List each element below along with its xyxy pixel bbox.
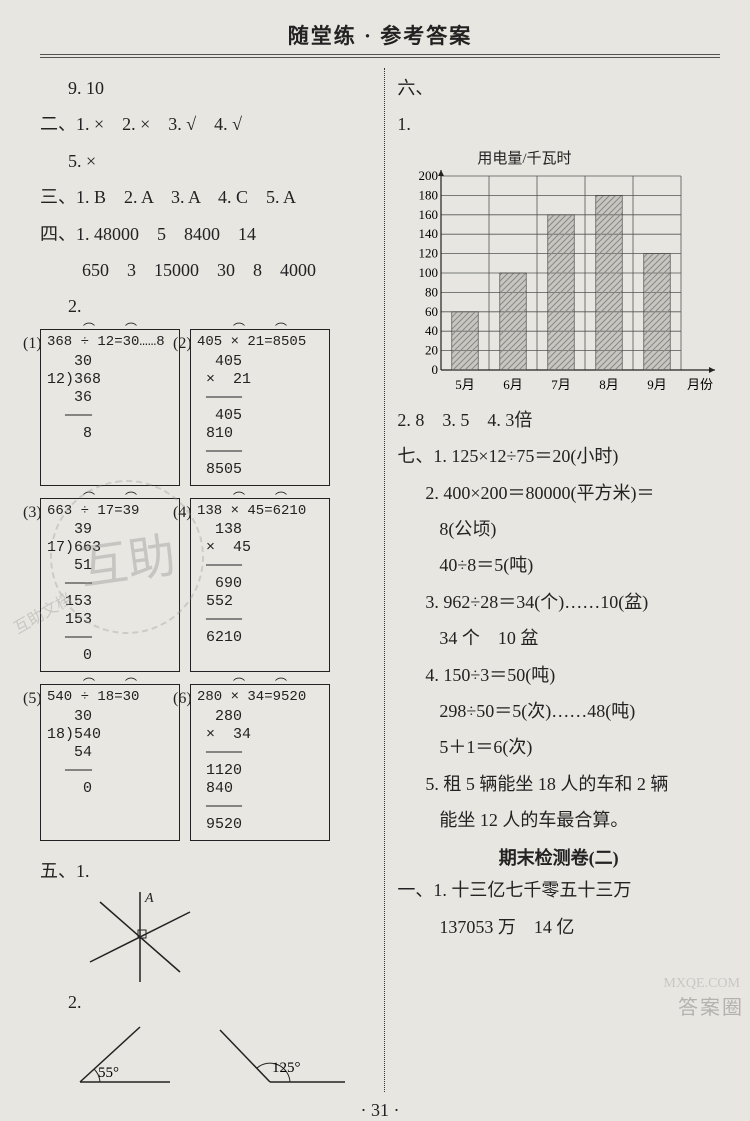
calc-grid: ⌒⌒ (1) 368 ÷ 12=30……8 30 12)368 36 ——— 8…: [40, 329, 372, 841]
angle-125-label: 125°: [272, 1060, 301, 1076]
angle-55-icon: 55°: [70, 1022, 180, 1092]
svg-text:月份: 月份: [687, 377, 713, 392]
section-3: 三、1. B 2. A 3. A 4. C 5. A: [40, 181, 372, 213]
calc-body-3: 39 17)663 51 ——— 153 153 ——— 0: [47, 521, 173, 665]
section-5: 五、1.: [40, 855, 372, 887]
page-number: · 31 ·: [40, 1100, 720, 1121]
svg-text:6月: 6月: [504, 377, 524, 392]
section-7-3b: 34 个 10 盆: [397, 622, 720, 654]
header-rule: [40, 54, 720, 58]
calc-box-1: ⌒⌒ (1) 368 ÷ 12=30……8 30 12)368 36 ——— 8: [40, 329, 180, 486]
svg-text:120: 120: [419, 245, 439, 260]
section-7-4a: 4. 150÷3＝50(吨): [397, 659, 720, 691]
svg-text:20: 20: [425, 342, 438, 357]
calc-body-2: 405 × 21 ———— 405 810 ———— 8505: [197, 353, 323, 479]
calc-box-3: ⌒⌒ (3) 663 ÷ 17=39 39 17)663 51 ——— 153 …: [40, 498, 180, 673]
exam2-title: 期末检测卷(二): [397, 844, 720, 870]
calc-body-5: 30 18)540 54 ——— 0: [47, 708, 173, 798]
section-2: 二、1. × 2. × 3. √ 4. √: [40, 108, 372, 140]
calc-body-1: 30 12)368 36 ——— 8: [47, 353, 173, 443]
section-6: 六、: [397, 72, 720, 104]
calc-index-4: (4): [173, 503, 192, 522]
svg-text:7月: 7月: [552, 377, 572, 392]
answers-2-3-4: 2. 8 3. 5 4. 3倍: [397, 404, 720, 436]
exam2-line1: 一、1. 十三亿七千零五十三万: [397, 874, 720, 906]
point-a-label: A: [144, 892, 154, 906]
left-column: 9. 10 二、1. × 2. × 3. √ 4. √ 5. × 三、1. B …: [40, 68, 384, 1092]
calc-box-4: ⌒⌒ (4) 138 × 45=6210 138 × 45 ———— 690 5…: [190, 498, 330, 673]
calc-box-6: ⌒⌒ (6) 280 × 34=9520 280 × 34 ———— 1120 …: [190, 684, 330, 841]
section-4c: 2.: [40, 290, 372, 322]
section-4a: 四、1. 48000 5 8400 14: [40, 218, 372, 250]
svg-text:160: 160: [419, 207, 439, 222]
binder-rings-icon: ⌒⌒: [41, 323, 179, 337]
section-7-1: 七、1. 125×12÷75＝20(小时): [397, 440, 720, 472]
binder-rings-icon: ⌒⌒: [191, 492, 329, 506]
right-column: 六、 1. 用电量/千瓦时 20 40 60 80 100 120 140 160 180 200…: [385, 68, 720, 1092]
calc-index-2: (2): [173, 334, 192, 353]
calc-index-3: (3): [23, 503, 42, 522]
calc-index-5: (5): [23, 689, 42, 708]
calc-body-6: 280 × 34 ———— 1120 840 ———— 9520: [197, 708, 323, 834]
svg-text:8月: 8月: [600, 377, 620, 392]
svg-text:40: 40: [425, 323, 438, 338]
section-2b: 5. ×: [40, 145, 372, 177]
section-7-4c: 5＋1＝6(次): [397, 731, 720, 763]
exam2-line2: 137053 万 14 亿: [397, 911, 720, 943]
section-7-2c: 40÷8＝5(吨): [397, 549, 720, 581]
calc-body-4: 138 × 45 ———— 690 552 ———— 6210: [197, 521, 323, 647]
svg-text:140: 140: [419, 226, 439, 241]
calc-box-5: ⌒⌒ (5) 540 ÷ 18=30 30 18)540 54 ——— 0: [40, 684, 180, 841]
section-7-5b: 能坐 12 人的车最合算。: [397, 804, 720, 836]
geometry-figure-1: A: [80, 892, 200, 982]
section-4b: 650 3 15000 30 8 4000: [40, 254, 372, 286]
page-header: 随堂练 · 参考答案: [40, 20, 720, 50]
section-7-2a: 2. 400×200＝80000(平方米)＝: [397, 477, 720, 509]
svg-text:60: 60: [425, 304, 438, 319]
calc-box-2: ⌒⌒ (2) 405 × 21=8505 405 × 21 ———— 405 8…: [190, 329, 330, 486]
section-6-1: 1.: [397, 108, 720, 140]
binder-rings-icon: ⌒⌒: [41, 678, 179, 692]
angle-figures: 55° 125°: [70, 1022, 372, 1092]
binder-rings-icon: ⌒⌒: [41, 492, 179, 506]
svg-text:100: 100: [419, 265, 439, 280]
section-7-5a: 5. 租 5 辆能坐 18 人的车和 2 辆: [397, 768, 720, 800]
bar-chart-svg: 20 40 60 80 100 120 140 160 180 200 5月 6月 7月 8月 9月 月份 0: [407, 170, 717, 395]
perpendicular-lines-icon: A: [80, 892, 200, 982]
binder-rings-icon: ⌒⌒: [191, 678, 329, 692]
section-5-2: 2.: [40, 986, 372, 1018]
svg-text:180: 180: [419, 187, 439, 202]
svg-text:80: 80: [425, 284, 438, 299]
calc-index-6: (6): [173, 689, 192, 708]
svg-text:200: 200: [419, 170, 439, 183]
calc-index-1: (1): [23, 334, 42, 353]
section-7-4b: 298÷50＝5(次)……48(吨): [397, 695, 720, 727]
section-7-2b: 8(公顷): [397, 513, 720, 545]
angle-125-icon: 125°: [210, 1022, 350, 1092]
svg-text:9月: 9月: [648, 377, 668, 392]
binder-rings-icon: ⌒⌒: [191, 323, 329, 337]
item-9: 9. 10: [40, 72, 372, 104]
angle-55-label: 55°: [98, 1065, 119, 1081]
electricity-bar-chart: 用电量/千瓦时 20 40 60 80 100 120 140 160 180 200 5月 6月 7月…: [407, 147, 720, 400]
svg-text:5月: 5月: [456, 377, 476, 392]
svg-text:0: 0: [432, 362, 439, 377]
section-7-3a: 3. 962÷28＝34(个)……10(盆): [397, 586, 720, 618]
chart-y-title: 用电量/千瓦时: [477, 147, 720, 168]
